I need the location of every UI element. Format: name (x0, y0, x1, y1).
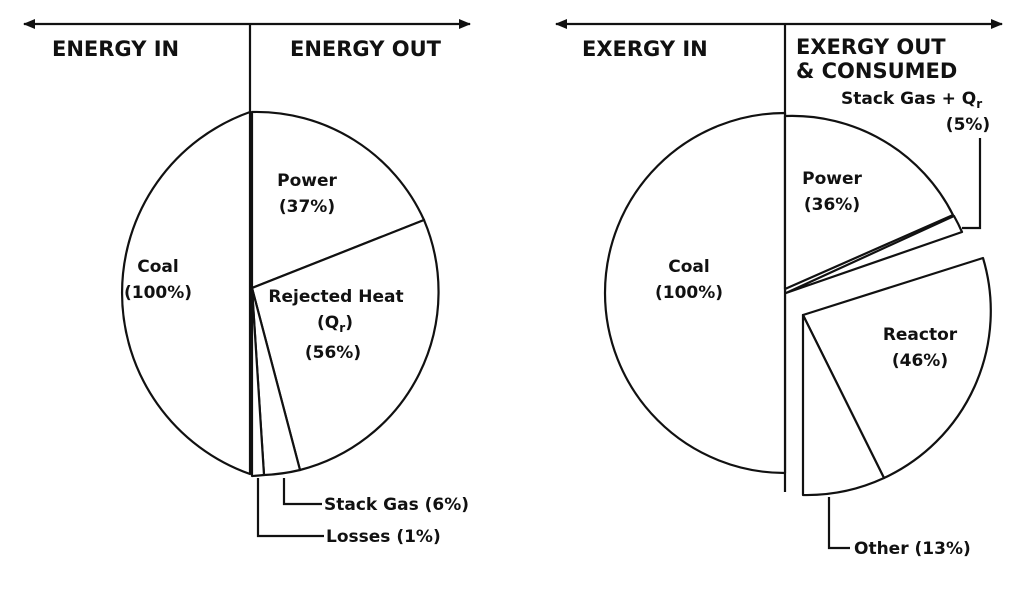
exergy-chart: EXERGY IN EXERGY OUT & CONSUMED Coal (10… (555, 19, 1003, 559)
energy-chart: ENERGY IN ENERGY OUT Coal (100%) Power (… (23, 19, 471, 547)
exergy-stack-label: Stack Gas + Qr (841, 89, 982, 111)
energy-rejected-label: Rejected Heat (268, 287, 403, 307)
exergy-reactor-wedge (801, 256, 992, 480)
energy-rejected-heat-wedge (250, 218, 440, 472)
exergy-stack-pct: (5%) (946, 115, 990, 135)
exergy-other-leader (827, 497, 850, 550)
exergy-stack-wedge (784, 214, 964, 295)
energy-power-label: Power (277, 171, 337, 191)
exergy-in-header: EXERGY IN (582, 37, 708, 61)
energy-rejected-pct: (56%) (305, 343, 361, 363)
exergy-reactor-pct: (46%) (892, 351, 948, 371)
exergy-coal-label: Coal (668, 257, 709, 277)
energy-stack-leader (282, 478, 322, 506)
energy-power-pct: (37%) (279, 197, 335, 217)
exergy-power-label: Power (802, 169, 862, 189)
exergy-other-label: Other (13%) (854, 539, 971, 559)
exergy-out-header-1: EXERGY OUT (796, 35, 946, 59)
energy-coal-label: Coal (137, 257, 178, 277)
energy-rejected-symbol: (Qr) (317, 313, 353, 335)
energy-losses-wedge (250, 286, 266, 478)
exergy-reactor-label: Reactor (883, 325, 958, 345)
energy-power-wedge (250, 110, 426, 290)
energy-losses-leader (256, 478, 324, 538)
energy-losses-label: Losses (1%) (326, 527, 441, 547)
energy-out-header: ENERGY OUT (290, 37, 442, 61)
exergy-out-header-2: & CONSUMED (796, 59, 957, 83)
energy-in-header: ENERGY IN (52, 37, 179, 61)
exergy-power-wedge (783, 114, 955, 291)
exergy-coal-wedge (603, 111, 787, 475)
exergy-stack-leader (962, 138, 982, 230)
energy-stack-label: Stack Gas (6%) (324, 495, 469, 515)
exergy-power-pct: (36%) (804, 195, 860, 215)
energy-coal-pct: (100%) (124, 283, 192, 303)
energy-coal-wedge (121, 110, 252, 476)
exergy-coal-pct: (100%) (655, 283, 723, 303)
exergy-other-wedge (801, 313, 886, 497)
